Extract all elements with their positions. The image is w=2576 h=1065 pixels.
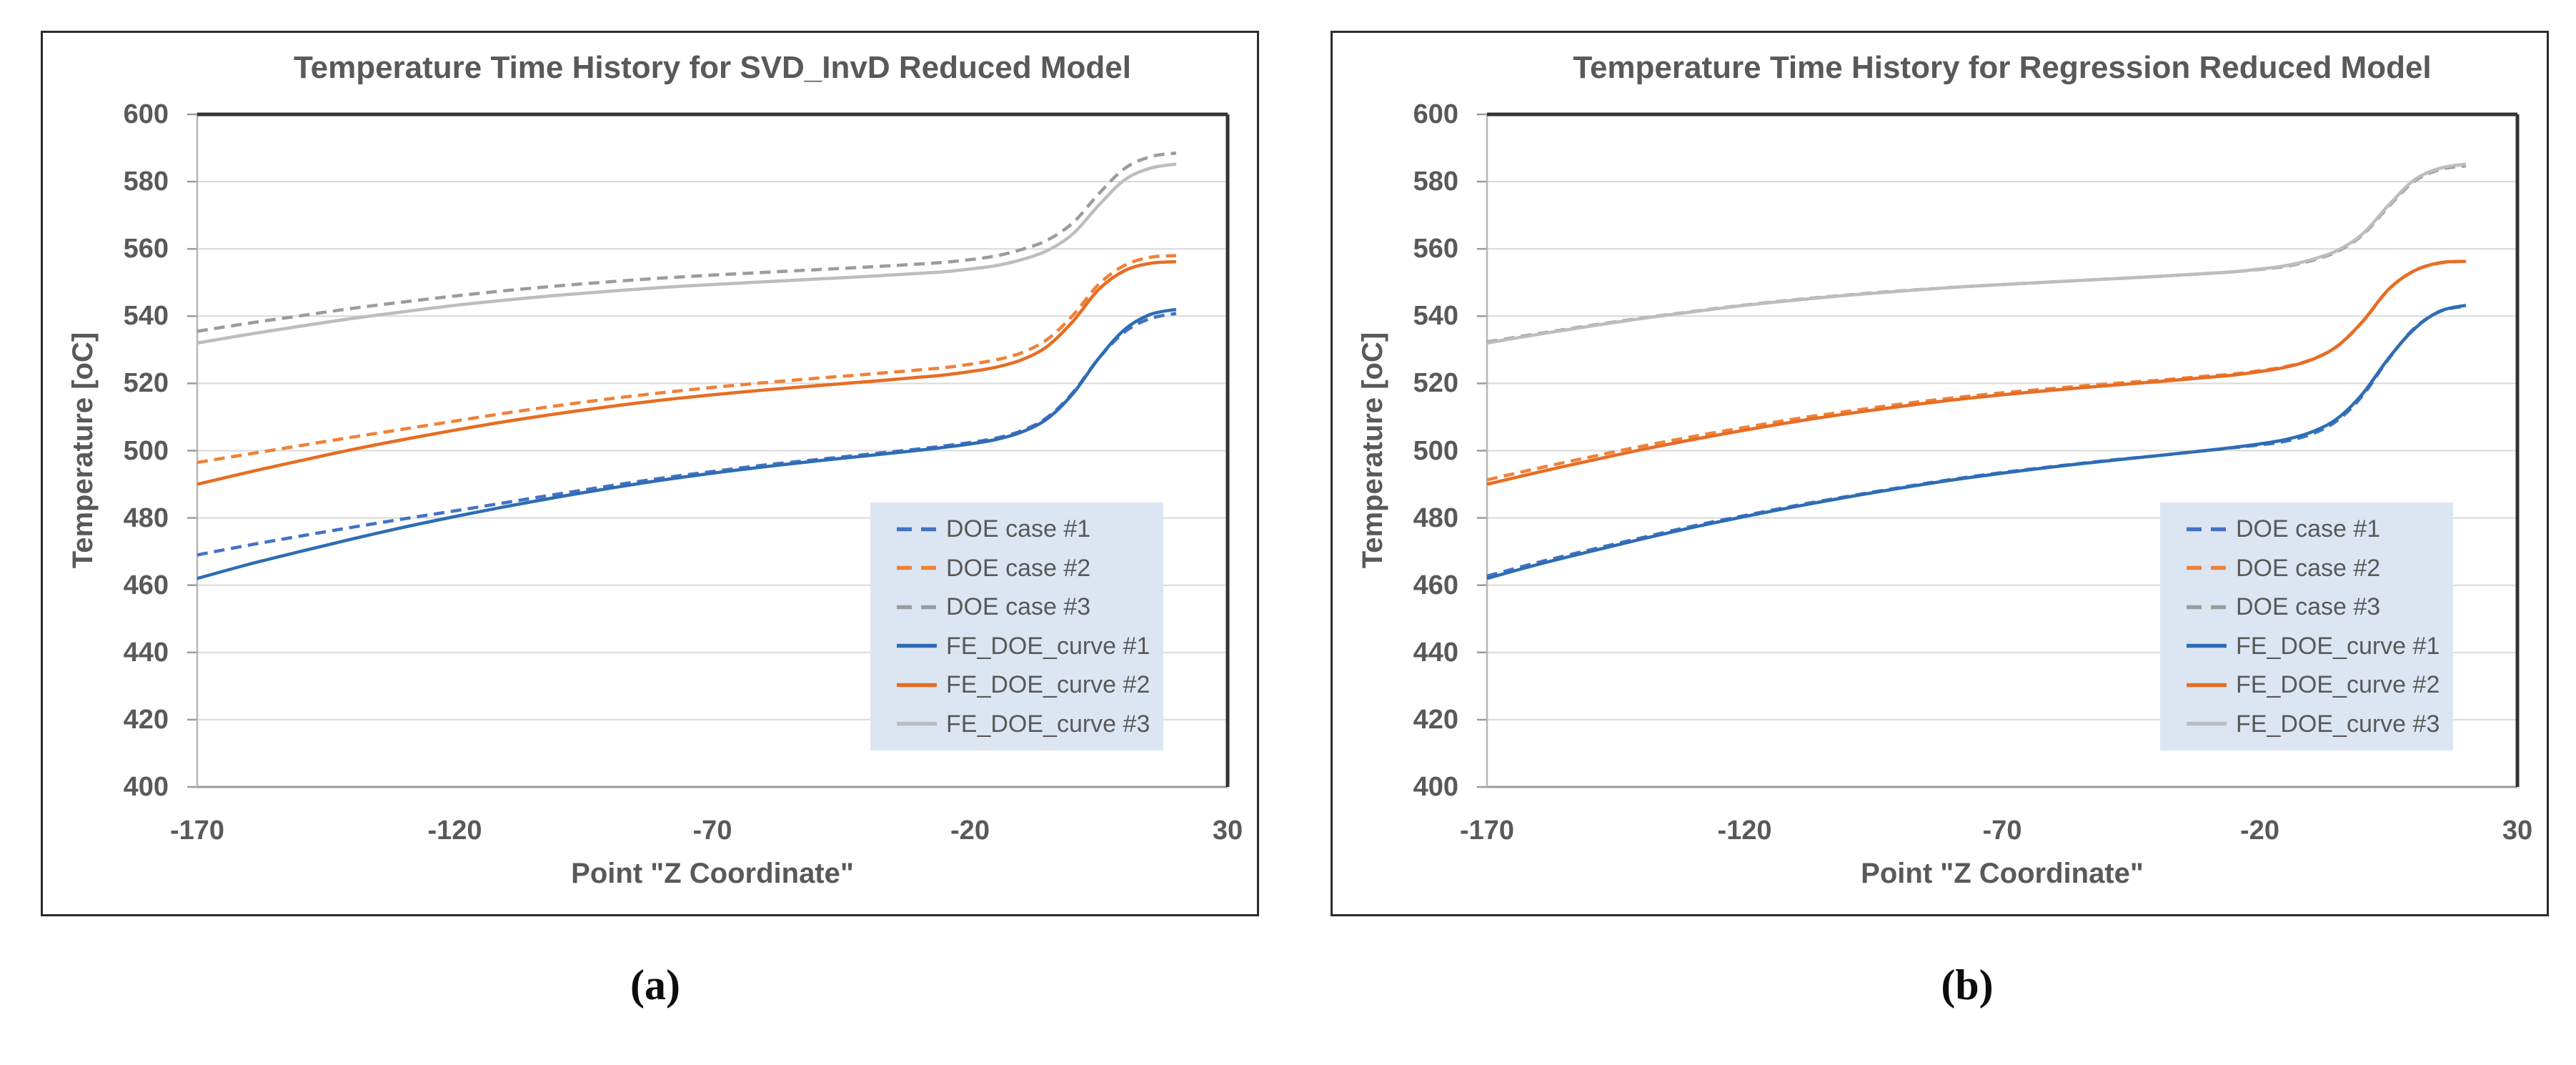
legend-label: DOE case #1: [946, 515, 1091, 543]
series-line-fe-doe-curve-#2: [1486, 259, 2467, 486]
legend-label: DOE case #2: [946, 554, 1091, 582]
series-line-fe-doe-curve-#2: [197, 259, 1177, 486]
legend-item: DOE case #1: [2186, 517, 2453, 541]
y-tick-label: 440: [1413, 637, 1458, 668]
legend-item: DOE case #1: [896, 517, 1163, 541]
legend-item: FE_DOE_curve #3: [896, 712, 1163, 736]
legend-item: FE_DOE_curve #2: [2186, 673, 2453, 697]
y-tick-label: 540: [123, 301, 169, 332]
x-tick-label: -170: [1459, 816, 1515, 846]
y-tick-label: 460: [123, 570, 169, 600]
legend-label: FE_DOE_curve #3: [2236, 710, 2440, 738]
legend-label: FE_DOE_curve #1: [2236, 632, 2440, 660]
series-line-fe-doe-curve-#1: [197, 307, 1177, 580]
legend: DOE case #1 DOE case #2 DOE case #3 FE_DOE_…: [2160, 502, 2453, 751]
y-tick-label: 520: [123, 368, 169, 399]
chart-panel-a: Temperature Time History for SVD_InvD Re…: [41, 31, 1259, 916]
x-tick-label: -120: [427, 816, 482, 846]
legend-item: DOE case #3: [2186, 595, 2453, 619]
legend-label: FE_DOE_curve #2: [946, 671, 1150, 699]
y-tick-label: 500: [123, 435, 169, 466]
legend-item: FE_DOE_curve #1: [896, 634, 1163, 658]
y-tick-label: 480: [1413, 502, 1458, 533]
y-tick-label: 580: [1413, 167, 1458, 197]
y-tick-label: 400: [1413, 772, 1458, 802]
x-axis-title: Point "Z Coordinate": [571, 858, 854, 889]
y-tick-label: 580: [123, 167, 169, 197]
legend-line-icon: [897, 605, 937, 610]
legend-label: DOE case #3: [946, 593, 1091, 621]
plot-area: [187, 112, 1230, 788]
series-line-fe-doe-curve-#1: [1486, 303, 2467, 580]
legend-item: FE_DOE_curve #1: [2186, 634, 2453, 658]
y-tick-label: 540: [1413, 301, 1458, 332]
legend-line-icon: [897, 527, 937, 532]
legend-label: FE_DOE_curve #3: [946, 710, 1150, 738]
series-line-fe-doe-curve-#3: [1486, 162, 2467, 345]
legend-line-icon: [2187, 605, 2227, 610]
series-line-doe-case-#2: [1486, 259, 2467, 482]
legend-label: FE_DOE_curve #2: [2236, 671, 2440, 699]
x-tick-label: 30: [2502, 816, 2533, 846]
series-line-doe-case-#2: [197, 254, 1177, 465]
legend-line-icon: [2187, 721, 2227, 726]
legend-line-icon: [897, 683, 937, 687]
chart-panel-b: Temperature Time History for Regression …: [1331, 31, 2549, 916]
legend-line-icon: [2187, 566, 2227, 570]
caption-b: (b): [1941, 961, 1994, 1009]
legend-line-icon: [897, 721, 937, 726]
y-tick-label: 560: [1413, 234, 1458, 264]
legend-item: DOE case #2: [2186, 556, 2453, 580]
legend-item: FE_DOE_curve #3: [2186, 712, 2453, 736]
legend: DOE case #1 DOE case #2 DOE case #3 FE_DOE_…: [870, 502, 1163, 751]
x-tick-label: -20: [950, 816, 990, 846]
y-tick-label: 500: [1413, 435, 1458, 466]
x-tick-label: 30: [1212, 816, 1243, 846]
y-tick-label: 520: [1413, 368, 1458, 399]
y-tick-label: 600: [1413, 99, 1458, 129]
legend-line-icon: [2187, 527, 2227, 532]
x-tick-label: -70: [1982, 816, 2022, 846]
y-tick-label: 420: [123, 704, 169, 735]
y-tick-label: 420: [1413, 704, 1458, 735]
series-line-fe-doe-curve-#3: [197, 162, 1177, 345]
legend-label: DOE case #3: [2236, 593, 2381, 621]
legend-line-icon: [897, 643, 937, 648]
x-tick-label: -70: [692, 816, 732, 846]
caption-a: (a): [630, 961, 680, 1009]
legend-item: DOE case #3: [896, 595, 1163, 619]
legend-line-icon: [2187, 643, 2227, 648]
legend-line-icon: [2187, 683, 2227, 687]
y-tick-label: 600: [123, 99, 169, 129]
x-axis-title: Point "Z Coordinate": [1861, 858, 2144, 889]
x-tick-label: -170: [169, 816, 225, 846]
x-tick-label: -20: [2240, 816, 2279, 846]
y-tick-label: 560: [123, 234, 169, 264]
legend-label: FE_DOE_curve #1: [946, 632, 1150, 660]
chart-title: Temperature Time History for SVD_InvD Re…: [294, 50, 1131, 85]
legend-label: DOE case #2: [2236, 554, 2381, 582]
legend-item: FE_DOE_curve #2: [896, 673, 1163, 697]
series-line-doe-case-#3: [197, 151, 1177, 333]
legend-label: DOE case #1: [2236, 515, 2381, 543]
x-tick-label: -120: [1717, 816, 1772, 846]
legend-line-icon: [897, 566, 937, 570]
y-tick-label: 440: [123, 637, 169, 668]
legend-item: DOE case #2: [896, 556, 1163, 580]
y-tick-label: 460: [1413, 570, 1458, 600]
y-tick-label: 480: [123, 502, 169, 533]
y-tick-label: 400: [123, 772, 169, 802]
chart-title: Temperature Time History for Regression …: [1573, 50, 2432, 85]
